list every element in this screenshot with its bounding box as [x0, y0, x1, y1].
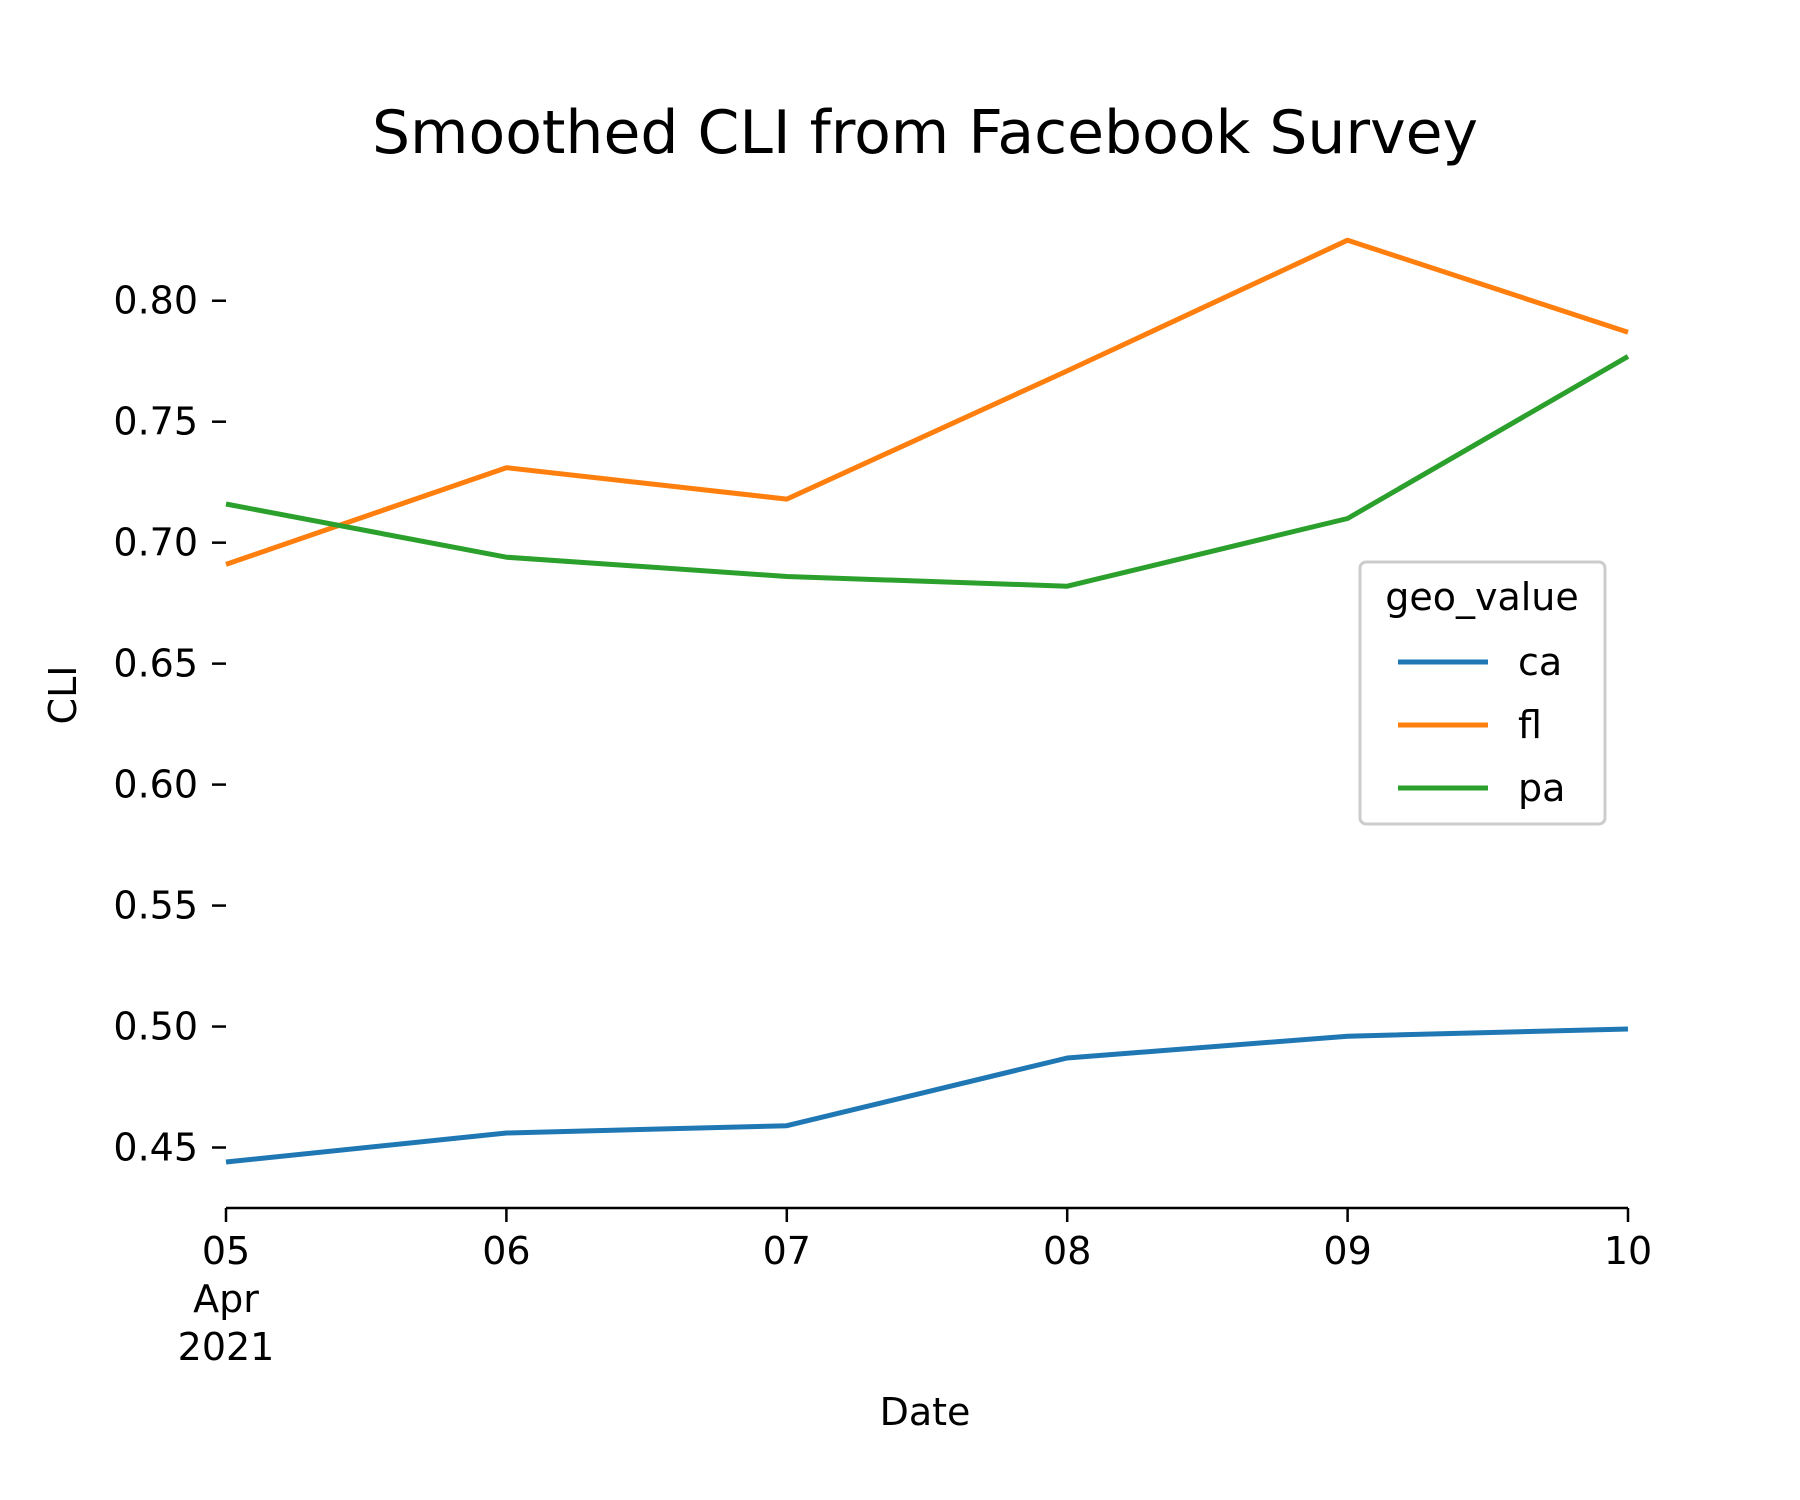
x-tick-label: 07: [763, 1229, 811, 1273]
y-axis: 0.45 0.50 0.55 0.60 0.65 0.70 0.75 0.80: [113, 279, 226, 1170]
legend: geo_value ca fl pa: [1358, 560, 1607, 826]
y-tick-label: 0.70: [113, 521, 198, 565]
x-tick-label: 10: [1604, 1229, 1652, 1273]
x-axis-label: Date: [880, 1390, 971, 1434]
x-tick-label: 05: [202, 1229, 250, 1273]
y-tick-label: 0.80: [113, 279, 198, 323]
plot-lines: [225, 237, 1630, 1165]
chart-title: Smoothed CLI from Facebook Survey: [372, 98, 1478, 168]
y-tick-label: 0.60: [113, 763, 198, 807]
series-line-ca: [225, 1026, 1629, 1165]
legend-label-pa: pa: [1518, 766, 1565, 810]
y-tick-label: 0.50: [113, 1005, 198, 1049]
x-tick-label: 09: [1323, 1229, 1371, 1273]
y-tick-label: 0.45: [113, 1126, 198, 1170]
legend-label-fl: fl: [1518, 703, 1542, 747]
x-tick-label: 06: [482, 1229, 530, 1273]
y-tick-label: 0.75: [113, 400, 198, 444]
legend-title: geo_value: [1385, 575, 1579, 619]
x-tick-label: Apr: [193, 1277, 259, 1321]
y-axis-label: CLI: [41, 666, 85, 725]
y-tick-label: 0.65: [113, 642, 198, 686]
x-tick-label: 2021: [178, 1325, 275, 1369]
series-line-fl: [225, 237, 1629, 567]
x-tick-label: 08: [1043, 1229, 1091, 1273]
legend-frame: [1358, 560, 1607, 826]
legend-label-ca: ca: [1518, 640, 1562, 684]
series-line-pa: [225, 354, 1630, 589]
y-tick-label: 0.55: [113, 884, 198, 928]
